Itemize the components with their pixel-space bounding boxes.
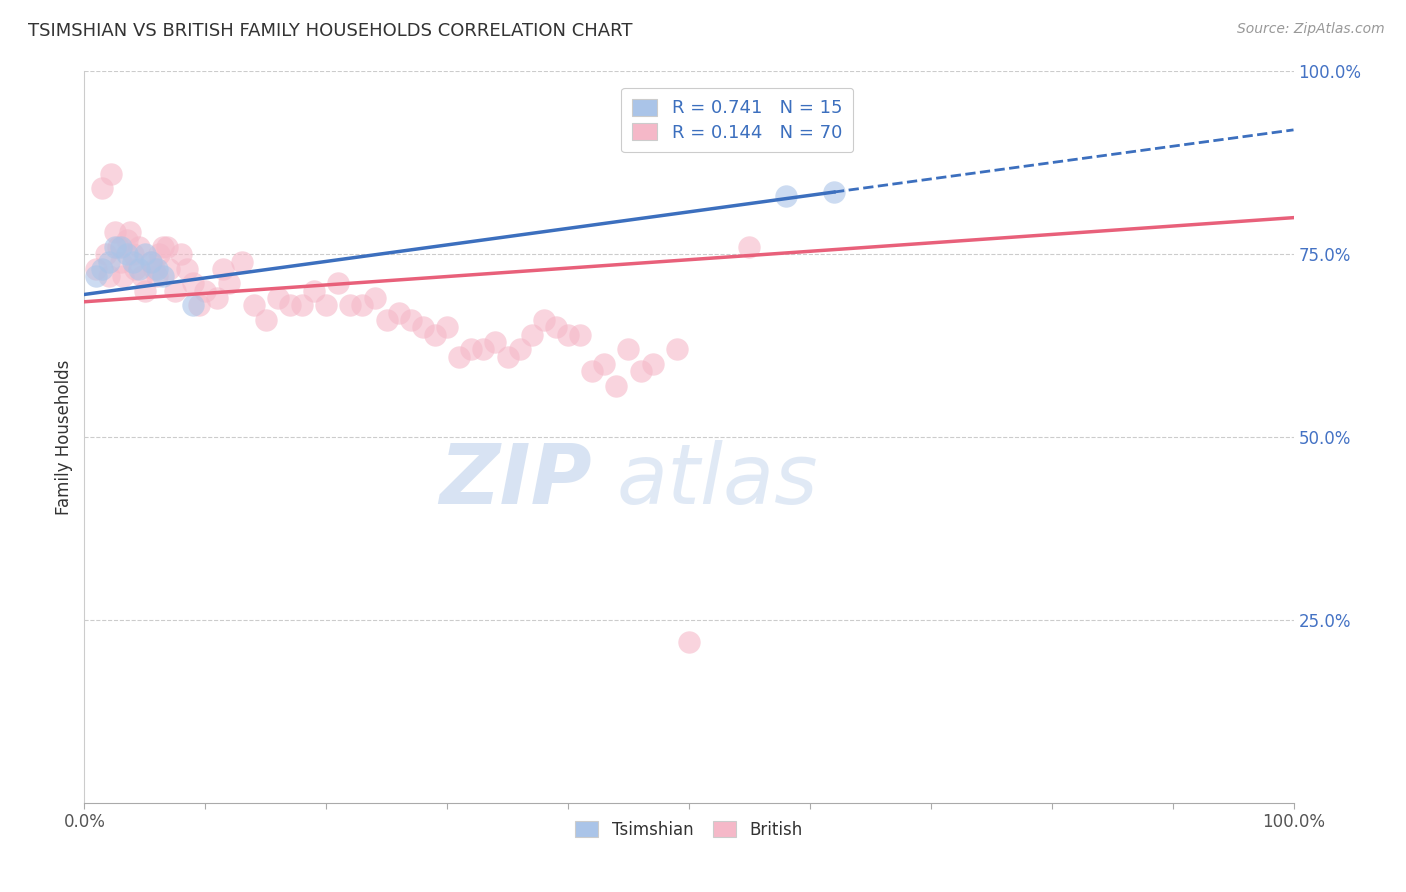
Point <box>496 350 519 364</box>
Y-axis label: Family Households: Family Households <box>55 359 73 515</box>
Point <box>152 240 174 254</box>
Point <box>302 284 325 298</box>
Point <box>86 269 108 284</box>
Point <box>423 327 446 342</box>
Point <box>170 247 193 261</box>
Point <box>449 350 471 364</box>
Point <box>181 298 204 312</box>
Point <box>134 247 156 261</box>
Point <box>509 343 531 357</box>
Point <box>97 254 120 268</box>
Legend: Tsimshian, British: Tsimshian, British <box>568 814 810 846</box>
Point <box>363 291 385 305</box>
Point <box>593 357 616 371</box>
Point <box>86 261 108 276</box>
Point <box>146 269 169 284</box>
Point <box>91 181 114 195</box>
Point <box>94 247 117 261</box>
Point <box>533 313 555 327</box>
Point <box>775 188 797 202</box>
Point <box>107 240 129 254</box>
Point <box>242 298 264 312</box>
Point <box>110 254 132 268</box>
Point <box>121 247 143 261</box>
Point <box>176 261 198 276</box>
Point <box>115 247 138 261</box>
Point <box>157 261 180 276</box>
Point <box>267 291 290 305</box>
Point <box>143 261 166 276</box>
Point <box>104 240 127 254</box>
Point <box>569 327 592 342</box>
Point <box>155 240 177 254</box>
Point <box>152 269 174 284</box>
Point <box>412 320 434 334</box>
Point <box>128 240 150 254</box>
Point <box>460 343 482 357</box>
Point <box>139 254 162 268</box>
Point <box>115 233 138 247</box>
Point <box>207 291 229 305</box>
Point <box>823 185 845 199</box>
Point <box>91 261 114 276</box>
Point <box>146 261 169 276</box>
Point <box>110 240 132 254</box>
Text: ZIP: ZIP <box>440 441 592 522</box>
Point <box>124 261 146 276</box>
Text: atlas: atlas <box>616 441 818 522</box>
Point <box>231 254 253 268</box>
Point <box>352 298 374 312</box>
Point <box>557 327 579 342</box>
Point <box>544 320 567 334</box>
Text: TSIMSHIAN VS BRITISH FAMILY HOUSEHOLDS CORRELATION CHART: TSIMSHIAN VS BRITISH FAMILY HOUSEHOLDS C… <box>28 22 633 40</box>
Point <box>218 277 240 291</box>
Point <box>188 298 211 312</box>
Point <box>148 247 170 261</box>
Point <box>315 298 337 312</box>
Point <box>134 284 156 298</box>
Point <box>97 269 120 284</box>
Point <box>472 343 495 357</box>
Point <box>678 635 700 649</box>
Point <box>520 327 543 342</box>
Point <box>120 225 142 239</box>
Point <box>254 313 277 327</box>
Point <box>139 254 162 268</box>
Point <box>617 343 640 357</box>
Point <box>641 357 664 371</box>
Point <box>128 261 150 276</box>
Point <box>121 254 143 268</box>
Point <box>131 269 153 284</box>
Point <box>165 284 187 298</box>
Point <box>375 313 398 327</box>
Point <box>339 298 361 312</box>
Point <box>278 298 301 312</box>
Point <box>328 277 350 291</box>
Point <box>581 364 603 378</box>
Point <box>100 167 122 181</box>
Point <box>112 269 135 284</box>
Point <box>630 364 652 378</box>
Point <box>665 343 688 357</box>
Point <box>181 277 204 291</box>
Point <box>388 306 411 320</box>
Text: Source: ZipAtlas.com: Source: ZipAtlas.com <box>1237 22 1385 37</box>
Point <box>194 284 217 298</box>
Point <box>738 240 761 254</box>
Point <box>104 225 127 239</box>
Point <box>291 298 314 312</box>
Point <box>212 261 235 276</box>
Point <box>436 320 458 334</box>
Point <box>399 313 422 327</box>
Point <box>605 379 627 393</box>
Point <box>484 334 506 349</box>
